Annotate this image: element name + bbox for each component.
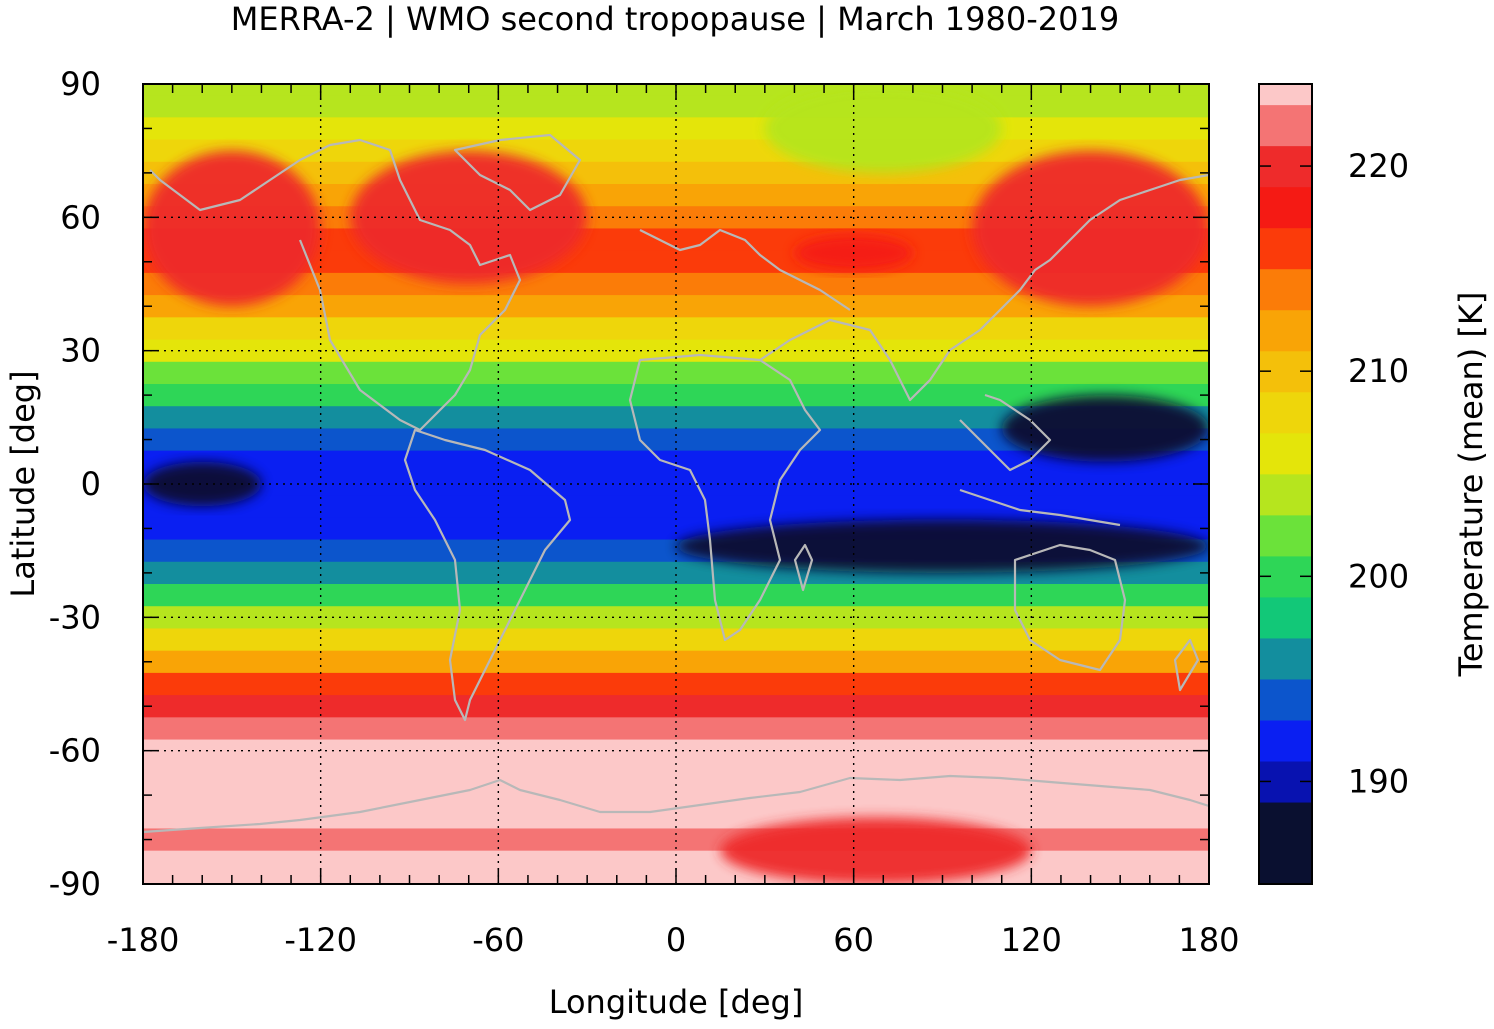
axis-ticks: [142, 83, 1210, 885]
heatmap-band-lat--35: [143, 628, 1209, 652]
x-tick-label: -60: [472, 921, 524, 959]
colorbar-tick-label: 200: [1348, 557, 1409, 595]
y-tick-label: 30: [60, 332, 101, 370]
chart-title: MERRA-2 | WMO second tropopause | March …: [231, 0, 1119, 38]
heatmap-feature-3: [972, 150, 1209, 307]
colorbar-swatch-204: [1259, 473, 1312, 516]
coastline-new-zealand: [1173, 638, 1200, 692]
colorbar-tick-label: 190: [1348, 762, 1409, 800]
colorbar-swatch-218: [1259, 186, 1312, 229]
colorbar: [1259, 84, 1312, 885]
heatmap-feature-1: [350, 150, 588, 284]
x-tick-label: 180: [1178, 921, 1239, 959]
colorbar-swatch-212: [1259, 309, 1312, 352]
heatmap-band-lat--75: [143, 806, 1209, 830]
coastline-indonesia: [959, 488, 1121, 527]
heatmap-feature-0: [143, 150, 321, 307]
y-tick-label: -30: [49, 598, 101, 636]
heatmap-feature-8: [720, 817, 1032, 884]
coastline-southeast-asia: [959, 393, 1052, 472]
colorbar-label: Temperature (mean) [K]: [1452, 292, 1490, 678]
colorbar-swatch-206: [1259, 432, 1312, 475]
x-tick-label: -120: [284, 921, 357, 959]
colorbar-swatch-194: [1259, 678, 1312, 721]
heatmap-band-lat-35: [143, 317, 1209, 341]
coastline-europe: [639, 228, 851, 311]
heatmap-band-lat--70: [143, 784, 1209, 807]
y-tick-label: 90: [60, 65, 101, 103]
y-axis-label: Latitude [deg]: [4, 370, 42, 597]
x-tick-labels: -180 -120 -60 0 60 120 180: [107, 921, 1240, 959]
colorbar-swatch-202: [1259, 514, 1312, 557]
coastlines: [143, 133, 1209, 834]
coastline-madagascar: [793, 543, 814, 592]
colorbar-frame: [1258, 83, 1313, 885]
heatmap-band-lat--65: [143, 761, 1209, 785]
coastline-antarctica: [143, 774, 1209, 834]
colorbar-swatch-216: [1259, 227, 1312, 270]
colorbar-swatch-196: [1259, 637, 1312, 680]
colorbar-tick-label: 220: [1348, 147, 1409, 185]
colorbar-swatch-224: [1259, 84, 1312, 106]
coastline-north-america: [149, 138, 522, 432]
heatmap-feature-5: [143, 461, 262, 507]
colorbar-swatch-188: [1259, 801, 1312, 885]
heatmap-feature-7: [676, 519, 1209, 573]
y-tick-label: -60: [49, 732, 101, 770]
y-tick-labels: 90 60 30 0 -30 -60 -90: [49, 65, 101, 903]
y-tick-label: 60: [60, 198, 101, 236]
colorbar-swatch-222: [1259, 104, 1312, 147]
heatmap-band-lat-20: [143, 384, 1209, 407]
plot-frame: [142, 83, 1210, 885]
colorbar-swatch-198: [1259, 596, 1312, 639]
heatmap-band-lat-15: [143, 406, 1209, 430]
heatmap-band-lat--50: [143, 695, 1209, 718]
x-tick-label: -180: [107, 921, 180, 959]
colorbar-tick-label: 210: [1348, 352, 1409, 390]
x-tick-label: 120: [1001, 921, 1062, 959]
y-tick-label: 0: [81, 465, 101, 503]
coastline-africa: [628, 353, 822, 642]
x-tick-label: 0: [666, 921, 686, 959]
coastline-asia: [759, 173, 1209, 402]
coastline-australia: [1013, 543, 1127, 672]
grid-lines: [143, 84, 1209, 884]
y-tick-label: -90: [49, 865, 101, 903]
heatmap-band-lat-40: [143, 295, 1209, 318]
heatmap-band-lat--40: [143, 650, 1209, 674]
colorbar-tick-labels: 220 210 200 190: [1348, 147, 1409, 800]
heatmap-feature-6: [1001, 395, 1209, 462]
heatmap-band-lat--5: [143, 495, 1209, 518]
heatmap-band-lat--45: [143, 672, 1209, 696]
x-tick-label: 60: [833, 921, 874, 959]
heatmap-band-lat-45: [143, 272, 1209, 296]
colorbar-swatch-192: [1259, 719, 1312, 762]
colorbar-swatch-208: [1259, 391, 1312, 434]
heatmap-band-lat-25: [143, 361, 1209, 385]
coastline-south-america: [403, 428, 572, 722]
colorbar-ticks: [1259, 165, 1312, 783]
coastline-greenland: [453, 133, 582, 212]
heatmap-feature-4: [764, 84, 1002, 173]
colorbar-swatch-214: [1259, 268, 1312, 311]
x-axis-label: Longitude [deg]: [549, 983, 804, 1021]
